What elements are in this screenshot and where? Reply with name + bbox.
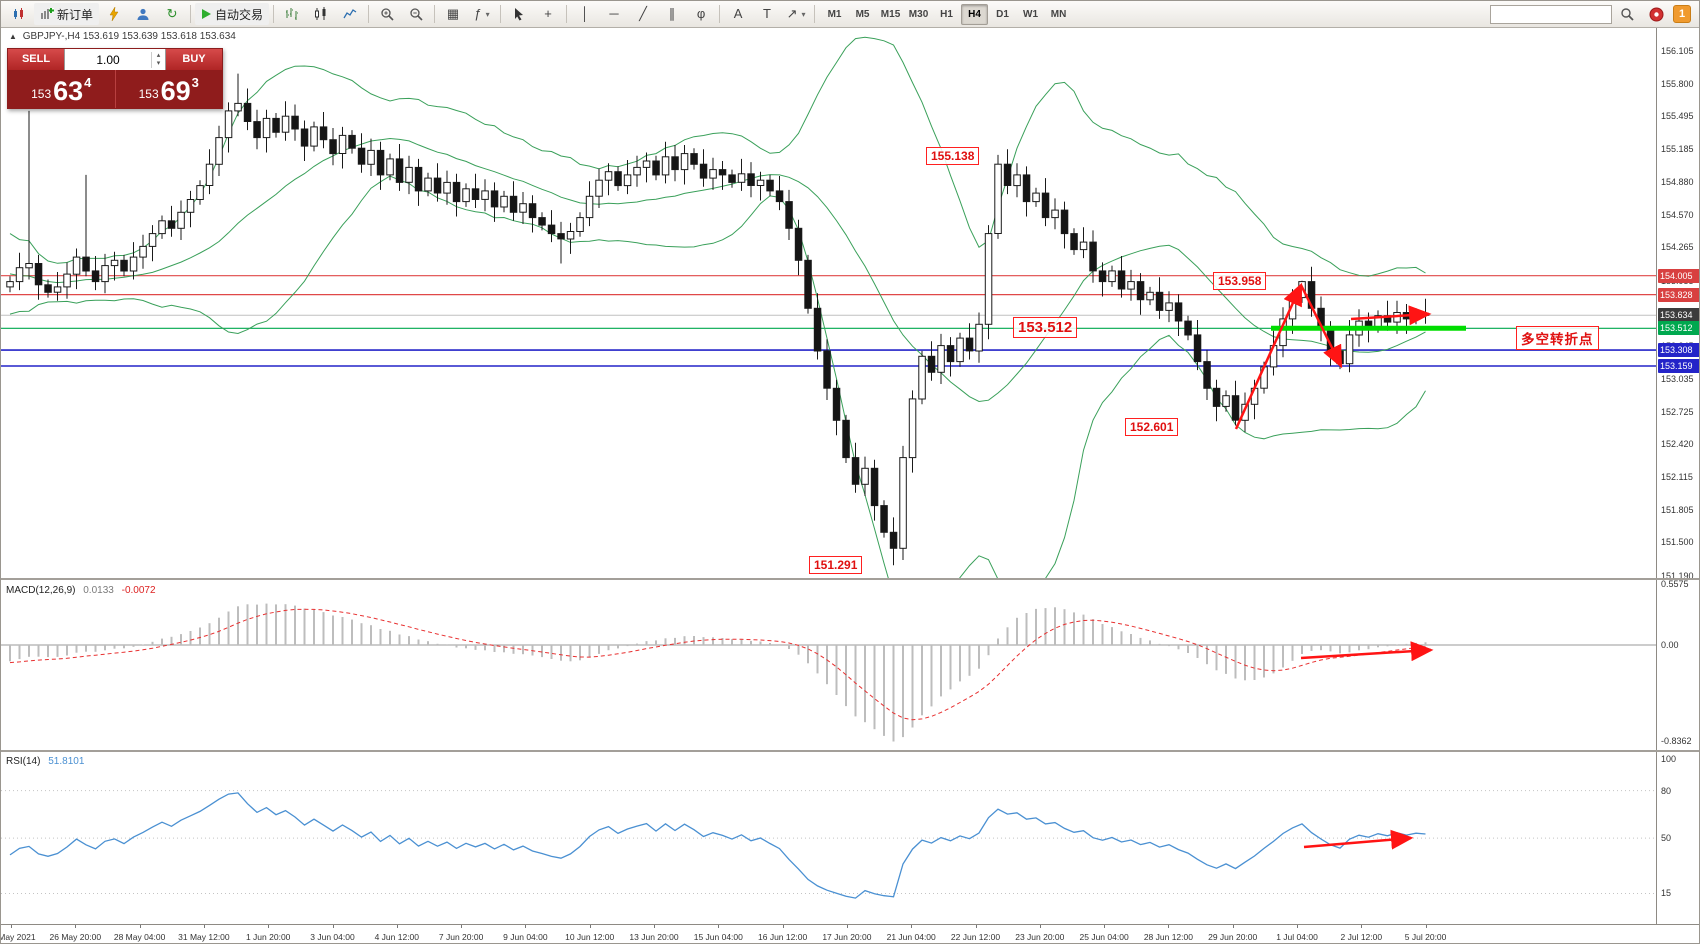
buy-price-big: 69 bbox=[160, 76, 191, 106]
toolbar-divider bbox=[814, 5, 816, 23]
arrow-glyph: ↗ bbox=[786, 6, 798, 21]
buy-price-sup: 3 bbox=[191, 75, 199, 90]
search-icon[interactable] bbox=[1613, 2, 1641, 26]
sell-button[interactable]: SELL bbox=[8, 49, 64, 70]
toolbar-divider bbox=[368, 5, 370, 23]
sell-price[interactable]: 153 63 4 bbox=[8, 70, 116, 108]
trendline-tool-icon[interactable]: ╱ bbox=[639, 6, 647, 21]
toolbar: 新订单 ↻ 自动交易 ▦ ƒ bbox=[1, 1, 1699, 28]
bollinger-bands bbox=[9, 36, 1426, 579]
timeframe-mn[interactable]: MN bbox=[1050, 8, 1067, 20]
sell-price-small: 153 bbox=[31, 87, 52, 101]
label-tool-icon[interactable]: T bbox=[763, 6, 771, 21]
toolbar-divider bbox=[273, 5, 275, 23]
profile-icon[interactable] bbox=[129, 2, 157, 26]
spin-down-icon[interactable]: ▾ bbox=[156, 59, 161, 67]
timeframe-group: M1 M5 M15 M30 H1 H4 D1 W1 MN bbox=[821, 3, 1072, 25]
timeframe-m5[interactable]: M5 bbox=[855, 8, 870, 20]
sell-price-big: 63 bbox=[53, 76, 84, 106]
notification-badge[interactable]: 1 bbox=[1673, 5, 1691, 23]
horizontal-line-tool-icon[interactable]: ─ bbox=[609, 6, 619, 21]
text-tool-icon[interactable]: A bbox=[733, 6, 743, 21]
zoom-out-icon[interactable] bbox=[402, 2, 430, 26]
tile-windows-icon[interactable]: ▦ bbox=[446, 6, 460, 21]
macd-indicator bbox=[1, 603, 1656, 742]
timeframe-m30[interactable]: M30 bbox=[908, 8, 929, 20]
toolbar-divider bbox=[500, 5, 502, 23]
toolbar-divider bbox=[566, 5, 568, 23]
volume-field-wrap: ▴ ▾ bbox=[64, 49, 166, 70]
fibonacci-tool-icon[interactable]: φ bbox=[696, 6, 706, 21]
chevron-down-icon: ▾ bbox=[801, 9, 806, 19]
new-order-icon bbox=[41, 8, 54, 19]
crosshair-icon[interactable]: + bbox=[544, 6, 552, 21]
indicators-glyph: ƒ bbox=[474, 6, 482, 21]
sell-price-sup: 4 bbox=[84, 75, 92, 90]
rsi-indicator bbox=[1, 790, 1656, 899]
volume-stepper[interactable]: ▴ ▾ bbox=[151, 51, 165, 68]
toolbar-divider bbox=[190, 5, 192, 23]
timeframe-w1[interactable]: W1 bbox=[1023, 8, 1039, 20]
toolbar-divider bbox=[719, 5, 721, 23]
timeframe-m1[interactable]: M1 bbox=[827, 8, 842, 20]
buy-price-small: 153 bbox=[138, 87, 159, 101]
alert-icon[interactable] bbox=[1642, 2, 1670, 26]
autotrading-icon bbox=[202, 9, 212, 19]
timeframe-h1[interactable]: H1 bbox=[940, 8, 953, 20]
new-order-label: 新订单 bbox=[57, 7, 94, 22]
zoom-in-icon[interactable] bbox=[373, 2, 401, 26]
timeframe-m15[interactable]: M15 bbox=[880, 8, 901, 20]
chevron-down-icon: ▾ bbox=[485, 9, 490, 19]
one-click-trading-panel: SELL ▴ ▾ BUY 153 63 4 153 69 3 bbox=[7, 48, 223, 109]
autotrading-label: 自动交易 bbox=[215, 7, 264, 22]
app-icon[interactable] bbox=[5, 2, 33, 26]
candlestick-chart-icon[interactable] bbox=[307, 2, 335, 26]
search-input[interactable] bbox=[1490, 4, 1612, 24]
new-order-button[interactable]: 新订单 bbox=[34, 3, 100, 25]
indicators-icon[interactable]: ƒ ▾ bbox=[468, 2, 496, 26]
buy-price[interactable]: 153 69 3 bbox=[115, 70, 222, 108]
cursor-icon[interactable] bbox=[505, 2, 533, 26]
spin-up-icon[interactable]: ▴ bbox=[156, 51, 161, 59]
vertical-line-tool-icon[interactable]: │ bbox=[580, 6, 590, 21]
candlesticks bbox=[6, 73, 1430, 566]
timeframe-d1[interactable]: D1 bbox=[996, 8, 1009, 20]
autotrading-button[interactable]: 自动交易 bbox=[195, 3, 270, 25]
channel-tool-icon[interactable]: ∥ bbox=[668, 6, 676, 21]
volume-input[interactable] bbox=[65, 51, 151, 68]
toolbar-divider bbox=[434, 5, 436, 23]
timeframe-h4[interactable]: H4 bbox=[961, 3, 989, 25]
line-chart-icon[interactable] bbox=[336, 2, 364, 26]
trend-arrows[interactable] bbox=[1234, 282, 1434, 850]
buy-button[interactable]: BUY bbox=[166, 49, 222, 70]
bar-chart-icon[interactable] bbox=[278, 2, 306, 26]
shapes-tool-icon[interactable]: ↗ ▾ bbox=[782, 2, 810, 26]
refresh-icon[interactable]: ↻ bbox=[166, 6, 178, 21]
metaeditor-icon[interactable] bbox=[100, 2, 128, 26]
